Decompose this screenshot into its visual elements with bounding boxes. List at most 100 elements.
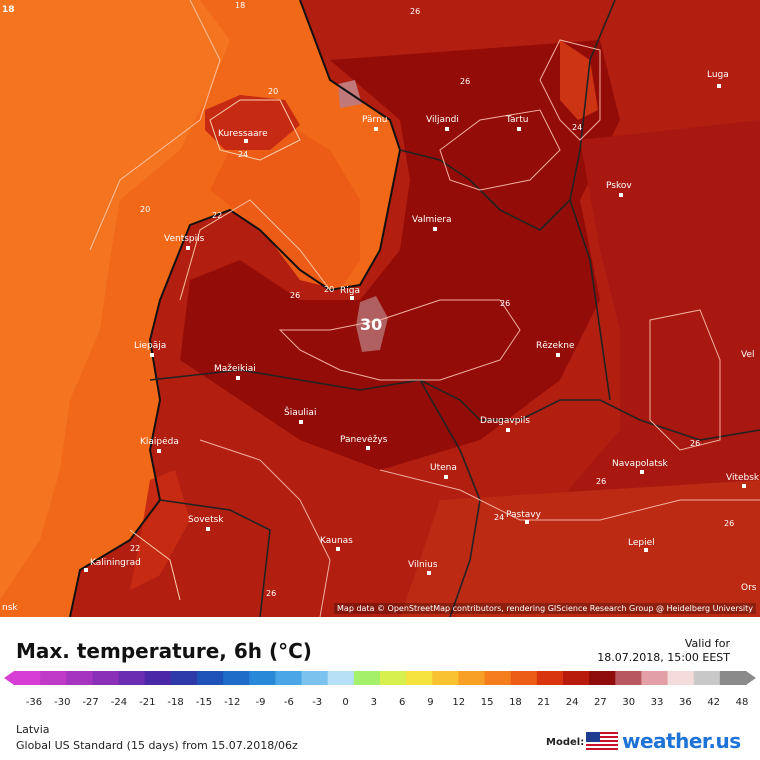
city-panevezys[interactable]: Panevėžys xyxy=(340,435,388,450)
city-pastavy[interactable]: Pastavy xyxy=(506,510,542,524)
scale-tick-label: 21 xyxy=(537,697,550,708)
scale-tick-label: 9 xyxy=(427,697,433,708)
svg-text:Viljandi: Viljandi xyxy=(426,115,459,125)
scale-tick-label: -9 xyxy=(256,697,266,708)
sea-west xyxy=(0,0,230,600)
city-riga[interactable]: Riga xyxy=(340,286,360,300)
coastline xyxy=(69,0,402,618)
contour-label: 26 xyxy=(690,439,700,448)
temperature-map[interactable]: 18 20 20 20 22 24 26 26 26 26 26 26 26 2… xyxy=(0,0,760,618)
contour-label: 24 xyxy=(494,513,504,522)
contour-label: 26 xyxy=(290,291,300,300)
hot-spot-riga xyxy=(356,296,388,352)
model-label: Model: xyxy=(546,737,585,748)
city-tartu[interactable]: Tartu xyxy=(505,115,528,131)
border-kaliningrad xyxy=(159,499,271,618)
scale-swatch xyxy=(406,671,433,685)
contour-label: 26 xyxy=(724,519,734,528)
scale-tick-label: 42 xyxy=(707,697,720,708)
svg-text:Kaunas: Kaunas xyxy=(320,536,353,546)
city-rezekne[interactable]: Rēzekne xyxy=(536,341,575,357)
svg-text:Liepāja: Liepāja xyxy=(134,341,166,351)
scale-tick-label: 24 xyxy=(566,697,579,708)
scale-tick-label: 27 xyxy=(594,697,607,708)
scale-tick-label: -24 xyxy=(111,697,127,708)
isotherm-saaremaa xyxy=(209,99,301,161)
scale-swatch xyxy=(249,671,276,685)
city-viljandi[interactable]: Viljandi xyxy=(426,115,459,131)
scale-swatch xyxy=(615,671,642,685)
scale-swatch xyxy=(14,671,41,685)
scale-swatch xyxy=(118,671,146,685)
contour-labels: 18 20 20 20 22 24 26 26 26 26 26 26 26 2… xyxy=(130,1,734,598)
scale-tick-label: -18 xyxy=(167,697,183,708)
svg-text:Klaipėda: Klaipėda xyxy=(140,437,179,447)
scale-swatch xyxy=(223,671,250,685)
svg-text:Mažeikiai: Mažeikiai xyxy=(214,364,256,374)
contour-label: 26 xyxy=(410,7,420,16)
scale-tick-label: -12 xyxy=(224,697,240,708)
contour-label: 20 xyxy=(140,205,150,214)
scale-swatch xyxy=(641,671,669,685)
scale-swatch xyxy=(144,671,172,685)
city-klaipeda[interactable]: Klaipėda xyxy=(140,437,179,453)
city-kaunas[interactable]: Kaunas xyxy=(320,536,353,551)
scale-swatch xyxy=(589,671,616,685)
city-vilnius[interactable]: Vilnius xyxy=(408,560,438,575)
scale-swatch xyxy=(197,671,224,685)
city-kuressaare[interactable]: Kuressaare xyxy=(218,129,268,143)
scale-tick-label: 3 xyxy=(371,697,377,708)
isotherm-24-south xyxy=(379,469,760,521)
city-pskov[interactable]: Pskov xyxy=(606,181,632,197)
city-ventspils[interactable]: Ventspils xyxy=(164,234,205,250)
gulf-of-riga xyxy=(210,120,360,290)
isotherm-22 xyxy=(179,199,331,301)
scale-tick-label: -30 xyxy=(54,697,70,708)
city-valmiera[interactable]: Valmiera xyxy=(412,215,452,231)
scale-tick-label: -36 xyxy=(26,697,42,708)
isotherm-26-riga xyxy=(278,299,521,381)
scale-swatch xyxy=(458,671,486,685)
color-scale: -36 -30 -27 -24 -21 -18 -15 -12 -9 -6 -3 0 3 6 9 12 15 18… xyxy=(4,671,756,708)
city-navapolatsk[interactable]: Navapolatsk xyxy=(612,459,669,474)
city-kaliningrad[interactable]: Kaliningrad xyxy=(84,558,141,572)
scale-swatch xyxy=(380,671,407,685)
city-liepaja[interactable]: Liepāja xyxy=(134,341,166,357)
scale-swatch xyxy=(327,671,355,685)
scale-swatch xyxy=(693,671,721,685)
scale-swatch xyxy=(66,671,93,685)
scale-swatch xyxy=(275,671,303,685)
svg-text:Ventspils: Ventspils xyxy=(164,234,205,244)
city-daugavpils[interactable]: Daugavpils xyxy=(480,416,530,432)
svg-text:Pastavy: Pastavy xyxy=(506,510,542,520)
city-siauliai[interactable]: Šiauliai xyxy=(284,406,316,424)
svg-text:Panevėžys: Panevėžys xyxy=(340,435,388,445)
city-utena[interactable]: Utena xyxy=(430,463,457,479)
city-vitebsk[interactable]: Vitebsk xyxy=(726,473,760,488)
max-value-label: 30 xyxy=(360,315,382,334)
scale-tick-label: 36 xyxy=(679,697,692,708)
isotherm-curonian xyxy=(129,529,181,601)
isotherm-26-south xyxy=(199,439,331,618)
scale-tick-label: -21 xyxy=(139,697,155,708)
city-parnu[interactable]: Pärnu xyxy=(362,115,388,131)
city-luga[interactable]: Luga xyxy=(707,70,729,88)
contour-label: 26 xyxy=(596,477,606,486)
svg-text:Rēzekne: Rēzekne xyxy=(536,341,575,351)
corner-label-top-left: 18 xyxy=(2,5,15,15)
contour-label: 18 xyxy=(235,1,245,10)
city-mazeikiai[interactable]: Mažeikiai xyxy=(214,364,256,380)
curonian-region xyxy=(130,470,190,590)
svg-text:Valmiera: Valmiera xyxy=(412,215,452,225)
brand-logo[interactable]: weather.us xyxy=(622,729,741,753)
city-sovetsk[interactable]: Sovetsk xyxy=(188,515,224,531)
border-latvia-russia xyxy=(569,199,611,401)
city-lepiel[interactable]: Lepiel xyxy=(628,538,655,552)
scale-arrow-left xyxy=(4,671,14,685)
map-canvas: 18 20 20 20 22 24 26 26 26 26 26 26 26 2… xyxy=(0,0,760,618)
city-markers: Kuressaare Pärnu Viljandi Tartu Luga Psk… xyxy=(84,70,760,575)
svg-text:Luga: Luga xyxy=(707,70,729,80)
contour-label: 20 xyxy=(268,87,278,96)
svg-text:Navapolatsk: Navapolatsk xyxy=(612,459,669,469)
scale-swatch xyxy=(510,671,538,685)
